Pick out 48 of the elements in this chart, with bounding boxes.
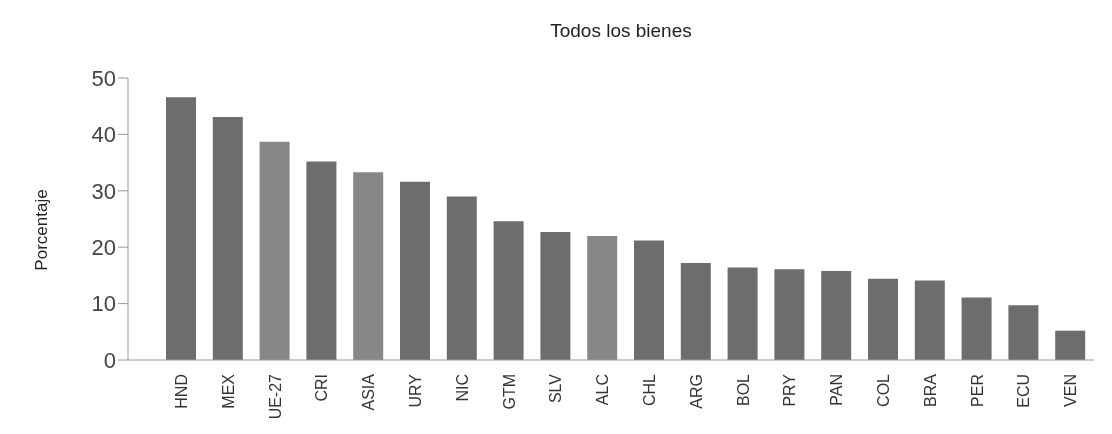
bar — [774, 269, 805, 360]
y-tick-label: 40 — [91, 122, 116, 148]
x-tick-label: PRY — [781, 373, 799, 407]
x-tick-label: BRA — [921, 373, 939, 407]
bar — [306, 161, 337, 360]
x-tick-label: ARG — [687, 374, 705, 409]
bar — [400, 181, 430, 360]
bar — [212, 116, 243, 360]
x-tick-label: ASIA — [360, 373, 378, 411]
y-axis-title: Porcentaje — [32, 189, 52, 271]
x-tick-label: SLV — [547, 373, 565, 404]
y-tick-label: 30 — [91, 178, 116, 204]
bar — [821, 270, 852, 360]
y-tick-label: 50 — [91, 65, 116, 91]
x-tick-label: BOL — [734, 373, 752, 407]
chart-title: Todos los bienes — [549, 20, 693, 42]
x-tick-label: NIC — [453, 374, 471, 402]
x-tick-label: UE-27 — [266, 373, 284, 420]
bar — [540, 231, 571, 360]
x-tick-label: ECU — [1015, 374, 1033, 408]
x-tick-label: CHL — [640, 373, 658, 407]
x-tick-label: PAN — [828, 374, 846, 406]
x-tick-label: GTM — [500, 374, 518, 410]
bar — [259, 141, 290, 360]
bar — [868, 278, 898, 360]
x-tick-label: CRI — [313, 374, 331, 402]
bar — [1055, 330, 1086, 360]
x-tick-label: MEX — [219, 373, 237, 409]
bar — [446, 196, 477, 360]
x-tick-label: PER — [968, 374, 986, 407]
bar — [493, 221, 524, 360]
bar — [961, 297, 992, 360]
bar — [587, 235, 618, 360]
y-tick-label: 0 — [103, 347, 116, 373]
bar — [166, 97, 196, 360]
x-tick-label: HND — [172, 374, 190, 409]
bar — [1008, 305, 1039, 360]
bar — [353, 172, 384, 360]
y-tick-label: 20 — [91, 235, 116, 261]
x-tick-label: URY — [406, 373, 424, 408]
bar — [727, 267, 758, 360]
x-tick-label: ALC — [594, 374, 612, 406]
y-tick-label: 10 — [91, 291, 116, 317]
bar — [914, 280, 945, 360]
bar — [634, 240, 664, 360]
x-tick-label: VEN — [1062, 374, 1080, 407]
x-tick-label: COL — [874, 373, 892, 407]
bar — [680, 262, 711, 360]
